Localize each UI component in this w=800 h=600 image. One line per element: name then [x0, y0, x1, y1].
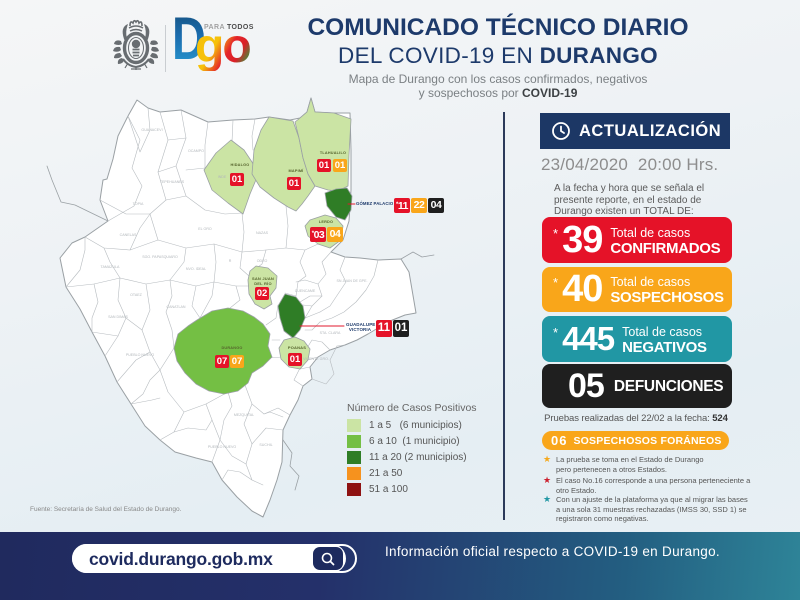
svg-text:PUEBLO NUEVO: PUEBLO NUEVO [208, 445, 237, 449]
svg-text:STA. CLARA: STA. CLARA [320, 331, 341, 335]
svg-text:MEZQUITAL: MEZQUITAL [234, 413, 254, 417]
svg-text:TAMAZULA: TAMAZULA [101, 265, 121, 269]
svg-text:CUENCAME: CUENCAME [295, 289, 316, 293]
svg-text:GUANACEVI: GUANACEVI [141, 128, 162, 132]
svg-text:CANATLAN: CANATLAN [167, 305, 186, 309]
svg-text:SN JUAN DE GPE.: SN JUAN DE GPE. [337, 279, 368, 283]
svg-text:OCAMPO: OCAMPO [188, 149, 204, 153]
svg-text:INDE: INDE [218, 175, 227, 179]
svg-text:PUEBLO NUEVO: PUEBLO NUEVO [126, 353, 155, 357]
svg-text:OTAEZ: OTAEZ [130, 293, 143, 297]
svg-text:VICENTE GRO.: VICENTE GRO. [303, 357, 329, 361]
svg-text:TEPEHUANES: TEPEHUANES [160, 180, 185, 184]
svg-text:SUCHIL: SUCHIL [259, 443, 272, 447]
svg-text:CANELAS: CANELAS [120, 233, 137, 237]
svg-text:NAZAS: NAZAS [256, 231, 269, 235]
svg-text:NVO. IDEAL: NVO. IDEAL [186, 267, 206, 271]
svg-text:TOPIA: TOPIA [133, 202, 144, 206]
svg-text:EL ORO: EL ORO [198, 227, 212, 231]
svg-text:SGO. PAPASQUIARO: SGO. PAPASQUIARO [142, 255, 178, 259]
svg-text:SAN DIMAS: SAN DIMAS [108, 315, 128, 319]
